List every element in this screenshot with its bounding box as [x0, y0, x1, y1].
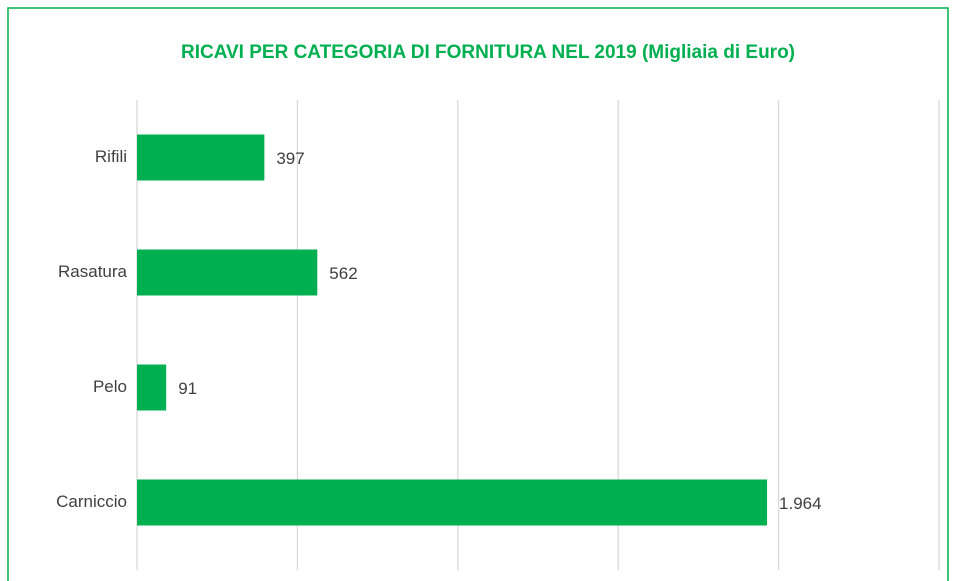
chart-title: RICAVI PER CATEGORIA DI FORNITURA NEL 20…	[181, 42, 795, 63]
bar	[137, 134, 265, 181]
data-label: 1.964	[779, 494, 822, 513]
data-label: 91	[178, 379, 197, 398]
bar	[137, 364, 167, 411]
y-tick-label: Rifili	[95, 147, 127, 166]
bar	[137, 479, 768, 526]
y-tick-label: Pelo	[93, 377, 127, 396]
data-label: 397	[276, 149, 304, 168]
y-tick-label: Rasatura	[58, 262, 128, 281]
bar	[137, 249, 318, 296]
data-label: 562	[329, 264, 357, 283]
y-tick-label: Carniccio	[56, 492, 127, 511]
